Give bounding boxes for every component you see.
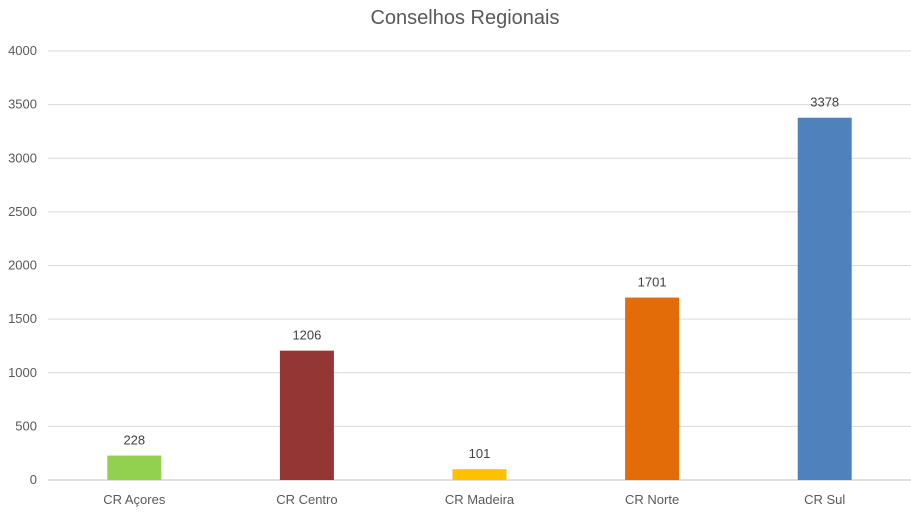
x-axis-ticks: CR Açores CR Centro CR Madeira CR Norte CR S… bbox=[103, 492, 845, 507]
y-tick-label: 3500 bbox=[8, 97, 37, 112]
gridlines bbox=[48, 50, 911, 427]
y-tick-label: 3000 bbox=[8, 150, 37, 165]
bar-cr-sul bbox=[797, 117, 852, 480]
y-tick-label: 2500 bbox=[8, 204, 37, 219]
data-label: 1701 bbox=[638, 275, 667, 290]
y-tick-label: 2000 bbox=[8, 258, 37, 273]
y-tick-label: 1000 bbox=[8, 365, 37, 380]
bar-cr-centro bbox=[279, 350, 334, 480]
bar-cr-a-ores bbox=[107, 455, 162, 480]
y-axis-ticks: 0 500 1000 1500 2000 2500 3000 3500 4000 bbox=[8, 43, 37, 487]
x-tick-label: CR Norte bbox=[625, 492, 679, 507]
y-tick-label: 0 bbox=[30, 472, 37, 487]
bar-cr-madeira bbox=[452, 469, 507, 480]
x-tick-label: CR Centro bbox=[276, 492, 337, 507]
y-tick-label: 1500 bbox=[8, 311, 37, 326]
x-tick-label: CR Madeira bbox=[445, 492, 515, 507]
data-label: 101 bbox=[469, 446, 491, 461]
data-label: 3378 bbox=[810, 95, 839, 110]
data-labels: 228 1206 101 1701 3378 bbox=[123, 95, 839, 461]
data-label: 1206 bbox=[292, 328, 321, 343]
chart-title: Conselhos Regionais bbox=[370, 7, 559, 29]
bars bbox=[107, 117, 852, 480]
x-tick-label: CR Sul bbox=[804, 492, 845, 507]
data-label: 228 bbox=[123, 433, 145, 448]
x-tick-label: CR Açores bbox=[103, 492, 166, 507]
bar-cr-norte bbox=[625, 297, 680, 480]
y-tick-label: 4000 bbox=[8, 43, 37, 58]
y-tick-label: 500 bbox=[15, 418, 37, 433]
